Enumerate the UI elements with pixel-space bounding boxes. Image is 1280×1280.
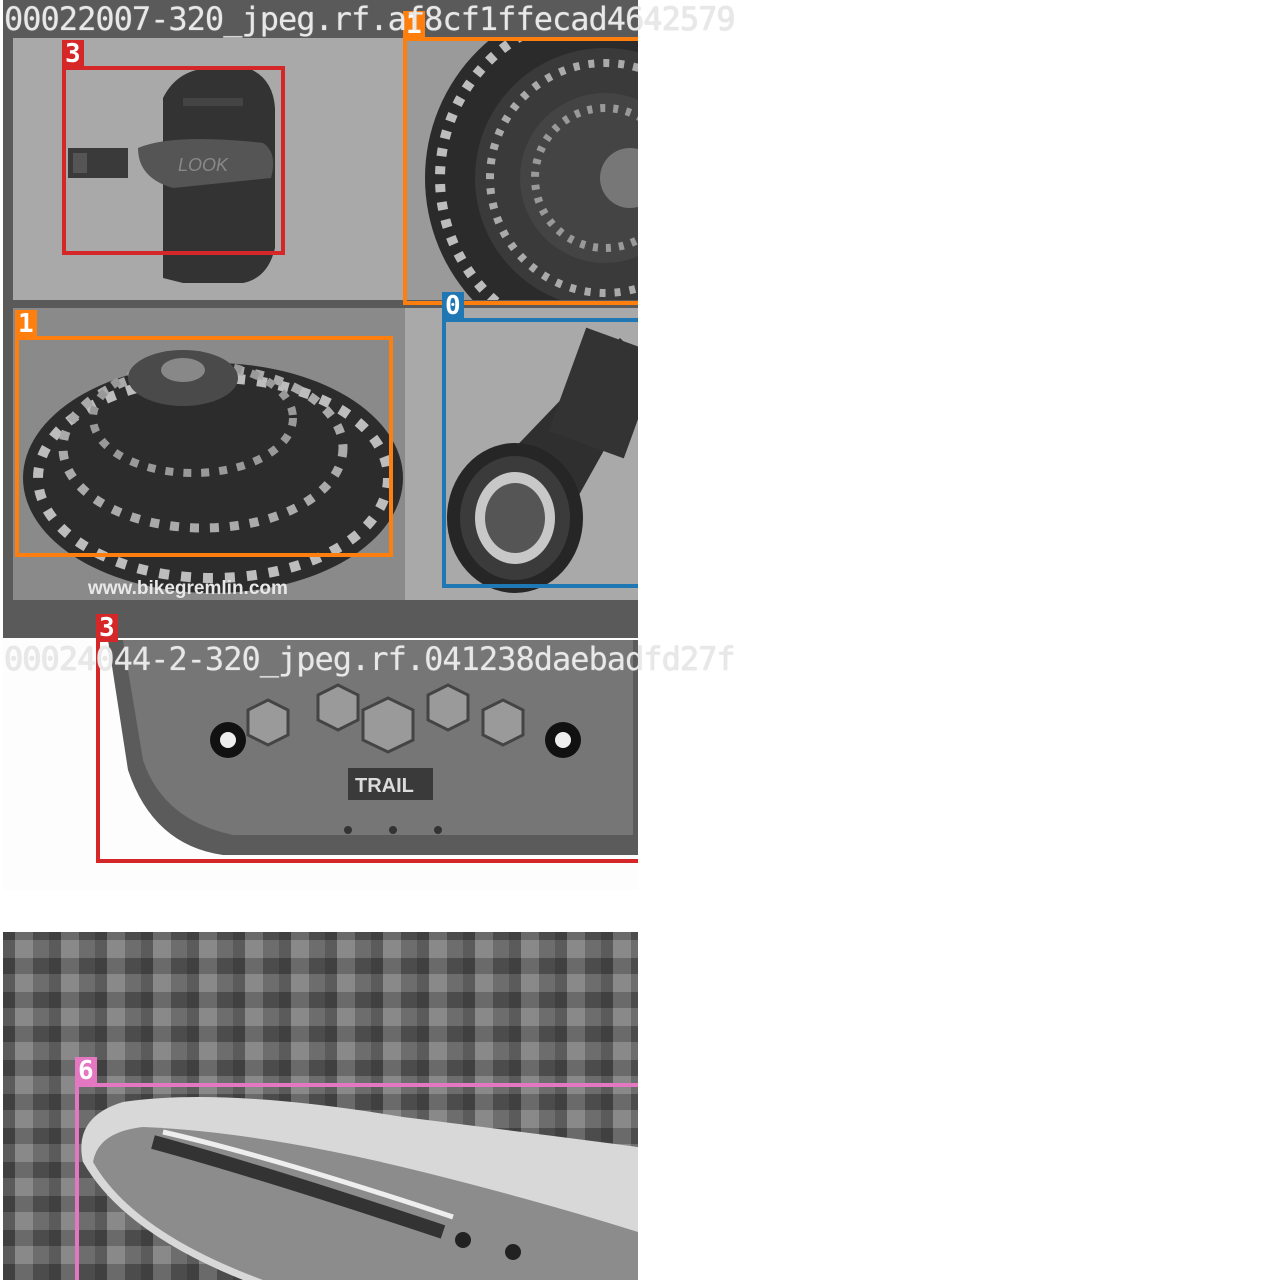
bbox-class-6	[75, 1083, 638, 1280]
bbox-label: 1	[403, 11, 425, 39]
pedal-image: LOOK	[13, 38, 405, 300]
bbox-label: 6	[75, 1057, 97, 1085]
mosaic-tile-3: 6	[3, 932, 638, 1280]
tile-filename: 00024044-2-320_jpeg.rf.041238daebadfd27f	[4, 640, 736, 678]
bbox-class-0	[442, 318, 638, 588]
pedal-text: TRAIL	[355, 775, 414, 797]
watermark-text: www.bikegremlin.com	[87, 578, 288, 599]
bbox-class-1	[15, 336, 393, 557]
cassette-image: www.bikegremlin.com	[13, 308, 405, 600]
mosaic-tile-2: TRAIL	[3, 640, 638, 890]
bbox-label: 1	[15, 310, 37, 338]
tile-filename: 00022007-320_jpeg.rf.af8cf1ffecad4642579	[4, 0, 736, 38]
flat-pedal-drawing: TRAIL	[108, 640, 638, 855]
sprocket-image	[405, 0, 638, 358]
bbox-class-3	[62, 66, 285, 255]
bbox-label: 3	[62, 40, 84, 68]
cassette-drawing: www.bikegremlin.com	[23, 350, 403, 599]
bbox-class-1	[403, 37, 638, 305]
pedal-brand-text: LOOK	[178, 155, 229, 175]
saddle-drawing	[81, 1097, 638, 1280]
bottom-bracket-drawing	[447, 327, 638, 593]
bbox-label: 0	[442, 292, 464, 320]
bbox-label: 3	[96, 614, 118, 642]
mosaic-tile-1: LOOK www.bikegremlin.com	[3, 0, 638, 638]
bbox-class-3	[96, 640, 638, 863]
pedal-drawing: LOOK	[68, 68, 275, 283]
